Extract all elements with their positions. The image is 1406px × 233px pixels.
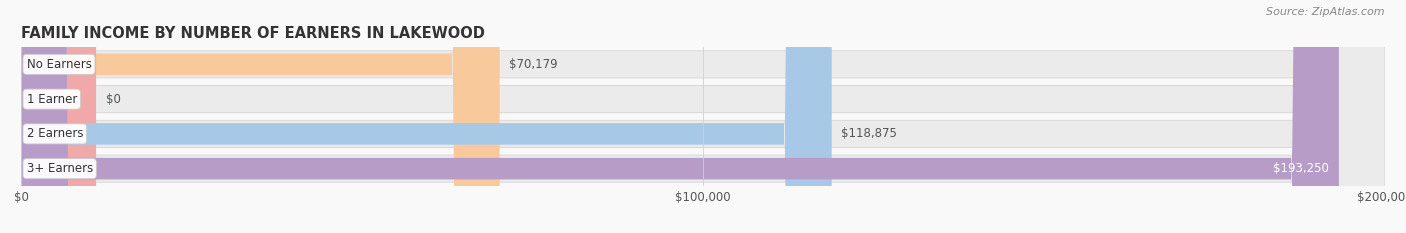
FancyBboxPatch shape bbox=[21, 0, 96, 233]
Text: $193,250: $193,250 bbox=[1274, 162, 1329, 175]
Text: No Earners: No Earners bbox=[27, 58, 91, 71]
Text: $0: $0 bbox=[105, 93, 121, 106]
Text: 2 Earners: 2 Earners bbox=[27, 127, 83, 140]
Text: $118,875: $118,875 bbox=[841, 127, 897, 140]
FancyBboxPatch shape bbox=[21, 0, 832, 233]
FancyBboxPatch shape bbox=[21, 0, 499, 233]
FancyBboxPatch shape bbox=[21, 0, 1339, 233]
Text: $70,179: $70,179 bbox=[509, 58, 558, 71]
Text: 1 Earner: 1 Earner bbox=[27, 93, 77, 106]
Text: 3+ Earners: 3+ Earners bbox=[27, 162, 93, 175]
FancyBboxPatch shape bbox=[21, 0, 1385, 233]
Text: FAMILY INCOME BY NUMBER OF EARNERS IN LAKEWOOD: FAMILY INCOME BY NUMBER OF EARNERS IN LA… bbox=[21, 26, 485, 41]
FancyBboxPatch shape bbox=[21, 0, 1385, 233]
FancyBboxPatch shape bbox=[21, 0, 1385, 233]
FancyBboxPatch shape bbox=[21, 0, 1385, 233]
Text: Source: ZipAtlas.com: Source: ZipAtlas.com bbox=[1267, 7, 1385, 17]
